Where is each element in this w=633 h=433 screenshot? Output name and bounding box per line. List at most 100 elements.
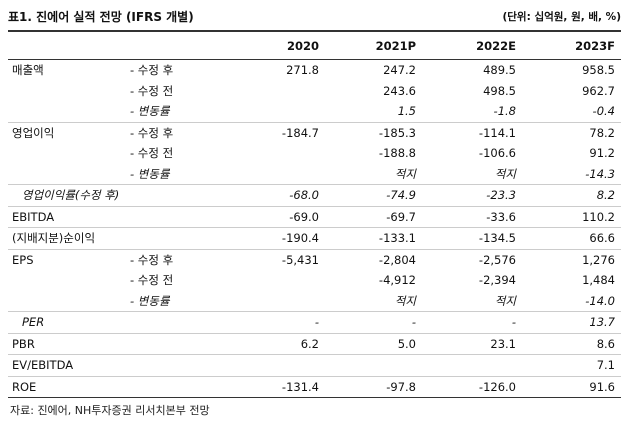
empty-cell — [325, 354, 422, 376]
value-cell: -74.9 — [325, 184, 422, 206]
value-cell: -2,394 — [478, 273, 516, 288]
table-row: PER - - -13.7 — [8, 311, 621, 333]
value-cell: 8.2 — [522, 184, 621, 206]
empty-cell — [8, 81, 126, 102]
empty-cell — [220, 143, 325, 164]
source-note: 자료: 진에어, NH투자증권 리서치본부 전망 — [10, 404, 210, 417]
row-sublabel: - 수정 전 — [130, 146, 174, 161]
table-row: - 수정 전 243.6 498.5 962.7 — [8, 81, 621, 102]
value-cell: 1,484 — [582, 273, 615, 288]
value-cell: 적지 — [494, 166, 516, 181]
value-cell: -131.4 — [220, 375, 325, 398]
value-cell: 1,276 — [522, 248, 621, 270]
table-row: 매출액 - 수정 후 271.8 247.2 489.5 958.5 — [8, 60, 621, 81]
column-header: 2022E — [422, 30, 522, 60]
value-cell: 498.5 — [483, 83, 516, 98]
value-cell: -106.6 — [478, 146, 516, 161]
value-cell: 247.2 — [383, 63, 416, 78]
value-cell: 78.2 — [522, 121, 621, 143]
row-label: ROE — [8, 375, 220, 398]
table-row: 영업이익 - 수정 후 -184.7 -185.3 -114.1 78.2 — [8, 121, 621, 143]
table-row: PBR 6.2 5.0 23.1 8.6 — [8, 332, 621, 355]
value-cell: -133.1 — [325, 227, 422, 249]
financial-table: 2020 2021P 2022E 2023F 매출액 - 수정 후 271.8 247.2 4… — [8, 30, 621, 398]
table-row: - 변동률 적지 적지 -14.0 — [8, 291, 621, 312]
empty-cell — [8, 270, 126, 291]
table-row: - 변동률 1.5 -1.8 -0.4 — [8, 101, 621, 122]
value-cell: -68.0 — [220, 184, 325, 206]
row-label: EPS — [8, 248, 126, 270]
row-label: EV/EBITDA — [8, 354, 220, 376]
table-row: EPS - 수정 후 -5,431 -2,804 -2,576 1,276 — [8, 248, 621, 270]
value-cell: - — [325, 311, 422, 333]
value-cell: -33.6 — [422, 205, 522, 228]
value-cell: -190.4 — [220, 227, 325, 249]
row-label: EBITDA — [8, 205, 220, 228]
empty-cell — [220, 164, 325, 185]
value-cell: 66.6 — [522, 227, 621, 249]
value-cell: -69.0 — [220, 205, 325, 228]
value-cell: 489.5 — [483, 63, 516, 78]
value-cell: 271.8 — [286, 63, 319, 78]
value-cell: - — [220, 311, 325, 333]
value-cell: 7.1 — [522, 354, 621, 376]
row-label: PBR — [8, 332, 220, 355]
value-cell: -14.3 — [585, 166, 615, 181]
value-cell: -4,912 — [378, 273, 416, 288]
value-cell: -5,431 — [220, 248, 325, 270]
value-cell: -126.0 — [422, 375, 522, 398]
table-row: - 수정 전 -4,912 -2,394 1,484 — [8, 270, 621, 291]
row-label: (지배지분)순이익 — [8, 227, 220, 249]
value-cell: 적지 — [394, 293, 416, 308]
value-cell: 23.1 — [422, 332, 522, 355]
value-cell: 적지 — [394, 166, 416, 181]
empty-cell — [8, 291, 126, 312]
value-cell: 1.5 — [397, 104, 416, 119]
unit-note: (단위: 십억원, 원, 배, %) — [502, 11, 621, 23]
row-sublabel: - 수정 후 — [126, 121, 220, 143]
empty-cell — [220, 101, 325, 122]
row-label: PER — [8, 311, 220, 333]
row-sublabel: - 수정 전 — [130, 273, 174, 288]
empty-cell — [8, 143, 126, 164]
value-cell: 243.6 — [383, 83, 416, 98]
value-cell: 958.5 — [582, 63, 615, 78]
value-cell: -184.7 — [220, 121, 325, 143]
column-header: 2020 — [220, 30, 325, 60]
table-title: 표1. 진에어 실적 전망 (IFRS 개별) — [8, 10, 194, 24]
row-sublabel: - 변동률 — [130, 104, 170, 119]
table-row: (지배지분)순이익 -190.4 -133.1 -134.5 66.6 — [8, 227, 621, 249]
row-sublabel: - 수정 후 — [130, 63, 174, 78]
value-cell: -2,576 — [422, 248, 522, 270]
value-cell: 8.6 — [522, 332, 621, 355]
value-cell: -69.7 — [325, 205, 422, 228]
row-sublabel: - 수정 후 — [126, 248, 220, 270]
value-cell: -114.1 — [422, 121, 522, 143]
table-row: ROE -131.4 -97.8 -126.0 91.6 — [8, 375, 621, 398]
table-row: - 수정 전 -188.8 -106.6 91.2 — [8, 143, 621, 164]
row-label: 영업이익률(수정 후) — [8, 184, 220, 206]
value-cell: -134.5 — [422, 227, 522, 249]
empty-cell — [8, 164, 126, 185]
column-header: 2023F — [522, 30, 621, 60]
value-cell: -23.3 — [422, 184, 522, 206]
value-cell: 13.7 — [522, 311, 621, 333]
empty-cell — [8, 101, 126, 122]
row-label: 매출액 — [12, 63, 44, 78]
table-row: EV/EBITDA 7.1 — [8, 354, 621, 376]
value-cell: -0.4 — [592, 104, 615, 119]
value-cell: 91.6 — [522, 375, 621, 398]
row-sublabel: - 수정 전 — [130, 83, 174, 98]
value-cell: -1.8 — [493, 104, 516, 119]
column-header: 2021P — [325, 30, 422, 60]
empty-cell — [220, 291, 325, 312]
value-cell: -188.8 — [378, 146, 416, 161]
table-row: EBITDA -69.0 -69.7 -33.6 110.2 — [8, 205, 621, 228]
table-row: - 변동률 적지 적지 -14.3 — [8, 164, 621, 185]
row-sublabel: - 변동률 — [130, 166, 170, 181]
empty-cell — [220, 270, 325, 291]
header-row: 2020 2021P 2022E 2023F — [8, 30, 621, 60]
value-cell: 5.0 — [325, 332, 422, 355]
value-cell: 962.7 — [582, 83, 615, 98]
